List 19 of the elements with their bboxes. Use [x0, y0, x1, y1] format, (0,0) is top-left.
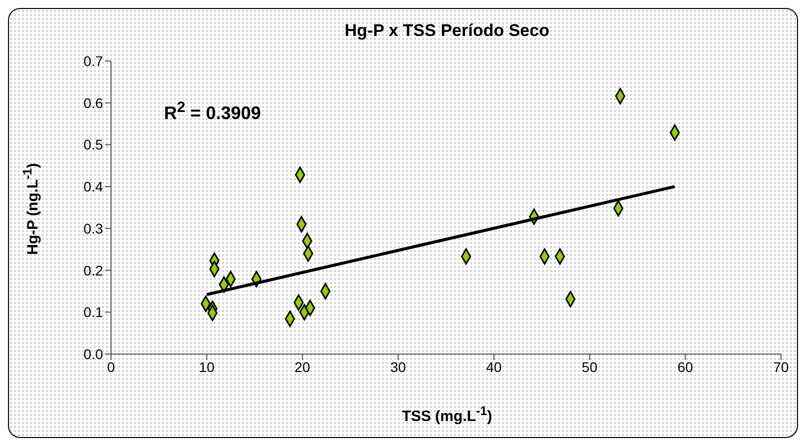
annotation: R$^{2}$ = 0.3909	[164, 99, 261, 124]
y-tick-label: 0.1	[84, 304, 104, 320]
x-tick-label: 30	[390, 358, 406, 375]
x-tick-label: 60	[677, 358, 694, 375]
x-tick-label: 50	[582, 358, 598, 375]
x-tick-label: 20	[294, 358, 310, 375]
y-tick-label: 0.0	[84, 346, 104, 362]
y-tick-label: 0.7	[84, 52, 104, 69]
y-tick-label: 0.6	[84, 94, 104, 111]
y-tick-label: 0.4	[84, 178, 104, 195]
chart-title: Hg-P x TSS Período Seco	[344, 21, 550, 41]
y-tick-label: 0.5	[84, 136, 104, 153]
x-axis-title: TSS (mg.L$^{-1}$)	[400, 404, 494, 425]
x-tick-label: 70	[773, 358, 789, 375]
x-tick-label: 0	[107, 358, 116, 375]
x-tick-label: 10	[198, 358, 215, 375]
x-tick-label: 40	[486, 358, 502, 375]
y-tick-label: 0.2	[84, 262, 104, 278]
y-tick-label: 0.3	[84, 220, 104, 236]
